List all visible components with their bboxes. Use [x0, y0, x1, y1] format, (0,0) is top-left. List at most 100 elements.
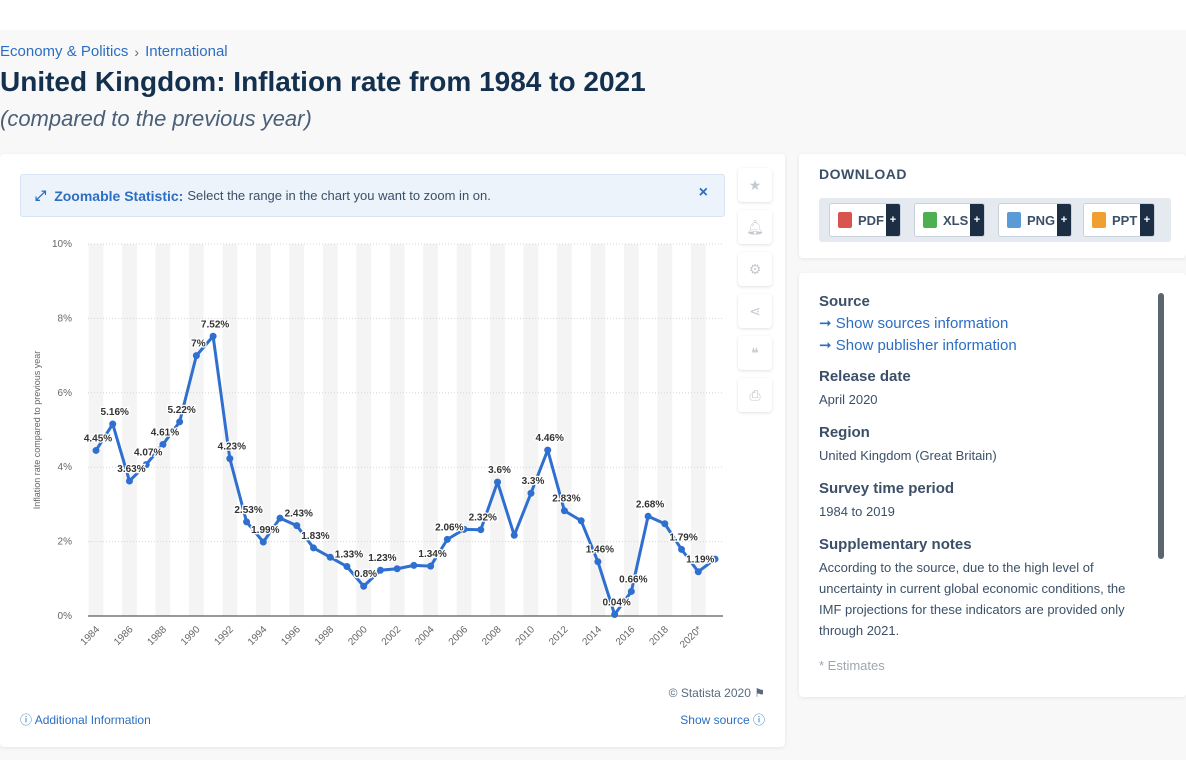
data-label: 1.23% [368, 553, 396, 564]
info-scrollbar[interactable] [1158, 293, 1164, 559]
zoom-banner-text: Select the range in the chart you want t… [187, 188, 491, 203]
x-tick-label: 2018 [647, 624, 671, 648]
data-point [125, 477, 133, 485]
data-point [159, 441, 167, 449]
y-tick-label: 2% [58, 537, 73, 548]
x-tick-label: 2010 [514, 624, 538, 648]
column-band [389, 244, 405, 616]
download-pdf-button[interactable]: PDF + [829, 203, 901, 237]
print-icon[interactable]: ⎙ [738, 378, 772, 412]
y-tick-label: 8% [58, 313, 73, 324]
data-point [443, 535, 451, 543]
data-point [276, 514, 284, 522]
show-publisher-link[interactable]: ➞ Show publisher information [819, 337, 1017, 354]
data-point [259, 538, 267, 546]
bell-icon[interactable]: 🔔︎ [738, 210, 772, 244]
page-subtitle: (compared to the previous year) [0, 106, 312, 131]
data-point [192, 352, 200, 360]
data-point [293, 522, 301, 530]
data-point [343, 563, 351, 571]
x-tick-label: 1986 [112, 624, 136, 648]
data-point [527, 489, 535, 497]
column-band [523, 244, 539, 616]
x-tick-label: 2012 [547, 624, 571, 648]
top-bar [0, 0, 1186, 30]
column-band [122, 244, 137, 616]
info-card: Source ➞ Show sources information ➞ Show… [799, 273, 1186, 697]
share-icon[interactable]: ⋖ [738, 294, 772, 328]
x-tick-label: 1992 [212, 624, 236, 648]
data-label: 2.06% [435, 522, 463, 533]
data-label: 4.45% [84, 433, 112, 444]
data-point [360, 582, 368, 590]
x-tick-label: 1984 [79, 624, 103, 648]
column-band [490, 244, 505, 616]
x-tick-label: 1996 [279, 624, 303, 648]
y-tick-label: 6% [58, 388, 73, 399]
data-label: 3.6% [488, 465, 511, 476]
breadcrumb-international-link[interactable]: International [145, 43, 228, 60]
x-tick-label: 2020* [678, 624, 704, 650]
inflation-chart[interactable]: 0% 2% 4% 6% 8% 10% Inflation rate compared to … [0, 224, 730, 664]
region-value: United Kingdom (Great Britain) [819, 448, 997, 463]
info-content: Source ➞ Show sources information ➞ Show… [819, 293, 1139, 690]
breadcrumb: Economy & Politics › International [0, 43, 228, 60]
data-label: 0.8% [354, 569, 377, 580]
column-band [423, 244, 438, 616]
column-band [356, 244, 372, 616]
data-point [376, 566, 384, 574]
plus-icon: + [1057, 204, 1071, 236]
data-label: 5.16% [101, 407, 129, 418]
column-band [657, 244, 673, 616]
data-label: 7% [191, 339, 206, 350]
data-point [393, 565, 401, 573]
data-point [109, 420, 117, 428]
x-tick-label: 2002 [380, 624, 404, 648]
supplementary-notes-value: According to the source, due to the high… [819, 560, 1126, 638]
x-tick-label: 2014 [581, 624, 605, 648]
x-tick-label: 2006 [447, 624, 471, 648]
data-point [644, 512, 652, 520]
download-card: DOWNLOAD PDF + XLS + PNG + PPT + [799, 154, 1186, 258]
column-band [189, 244, 204, 616]
flag-icon: ⚑ [754, 686, 765, 700]
breadcrumb-economy-link[interactable]: Economy & Politics [0, 43, 129, 60]
data-label: 2.83% [552, 494, 580, 505]
quote-icon[interactable]: ❝ [738, 336, 772, 370]
data-label: 1.83% [301, 531, 329, 542]
data-point [176, 418, 184, 426]
info-icon: ⓘ [752, 713, 765, 727]
plus-icon: + [970, 204, 984, 236]
download-png-button[interactable]: PNG + [998, 203, 1072, 237]
data-point [678, 545, 686, 553]
gear-icon[interactable]: ⚙ [738, 252, 772, 286]
release-date-heading: Release date [819, 368, 911, 385]
show-sources-link[interactable]: ➞ Show sources information [819, 315, 1009, 332]
column-band [88, 244, 104, 616]
x-tick-label: 1998 [313, 624, 337, 648]
star-icon[interactable]: ★ [738, 168, 772, 202]
data-label: 1.99% [251, 525, 279, 536]
data-label: 1.79% [669, 532, 697, 543]
page-title: United Kingdom: Inflation rate from 1984… [0, 66, 646, 97]
data-label: 0.04% [602, 598, 630, 609]
additional-information-link[interactable]: ⓘ Additional Information [20, 713, 151, 727]
arrow-right-icon: ➞ [819, 337, 832, 354]
info-icon: ⓘ [20, 713, 33, 727]
column-band [557, 244, 572, 616]
data-label: 2.43% [285, 509, 313, 520]
data-point [510, 531, 518, 539]
download-xls-button[interactable]: XLS + [914, 203, 985, 237]
data-label: 2.53% [234, 505, 262, 516]
download-strip: PDF + XLS + PNG + PPT + [819, 198, 1171, 242]
download-ppt-button[interactable]: PPT + [1083, 203, 1155, 237]
png-file-icon [1007, 212, 1021, 228]
close-icon[interactable]: × [698, 184, 708, 201]
y-tick-label: 10% [52, 239, 72, 250]
estimates-note: * Estimates [819, 658, 885, 673]
x-tick-label: 1990 [179, 624, 203, 648]
expand-icon: ⤢ [35, 187, 47, 203]
show-source-link[interactable]: Show source ⓘ [680, 713, 765, 727]
data-point [711, 555, 719, 563]
zoom-banner-label: Zoomable Statistic: [54, 187, 184, 204]
